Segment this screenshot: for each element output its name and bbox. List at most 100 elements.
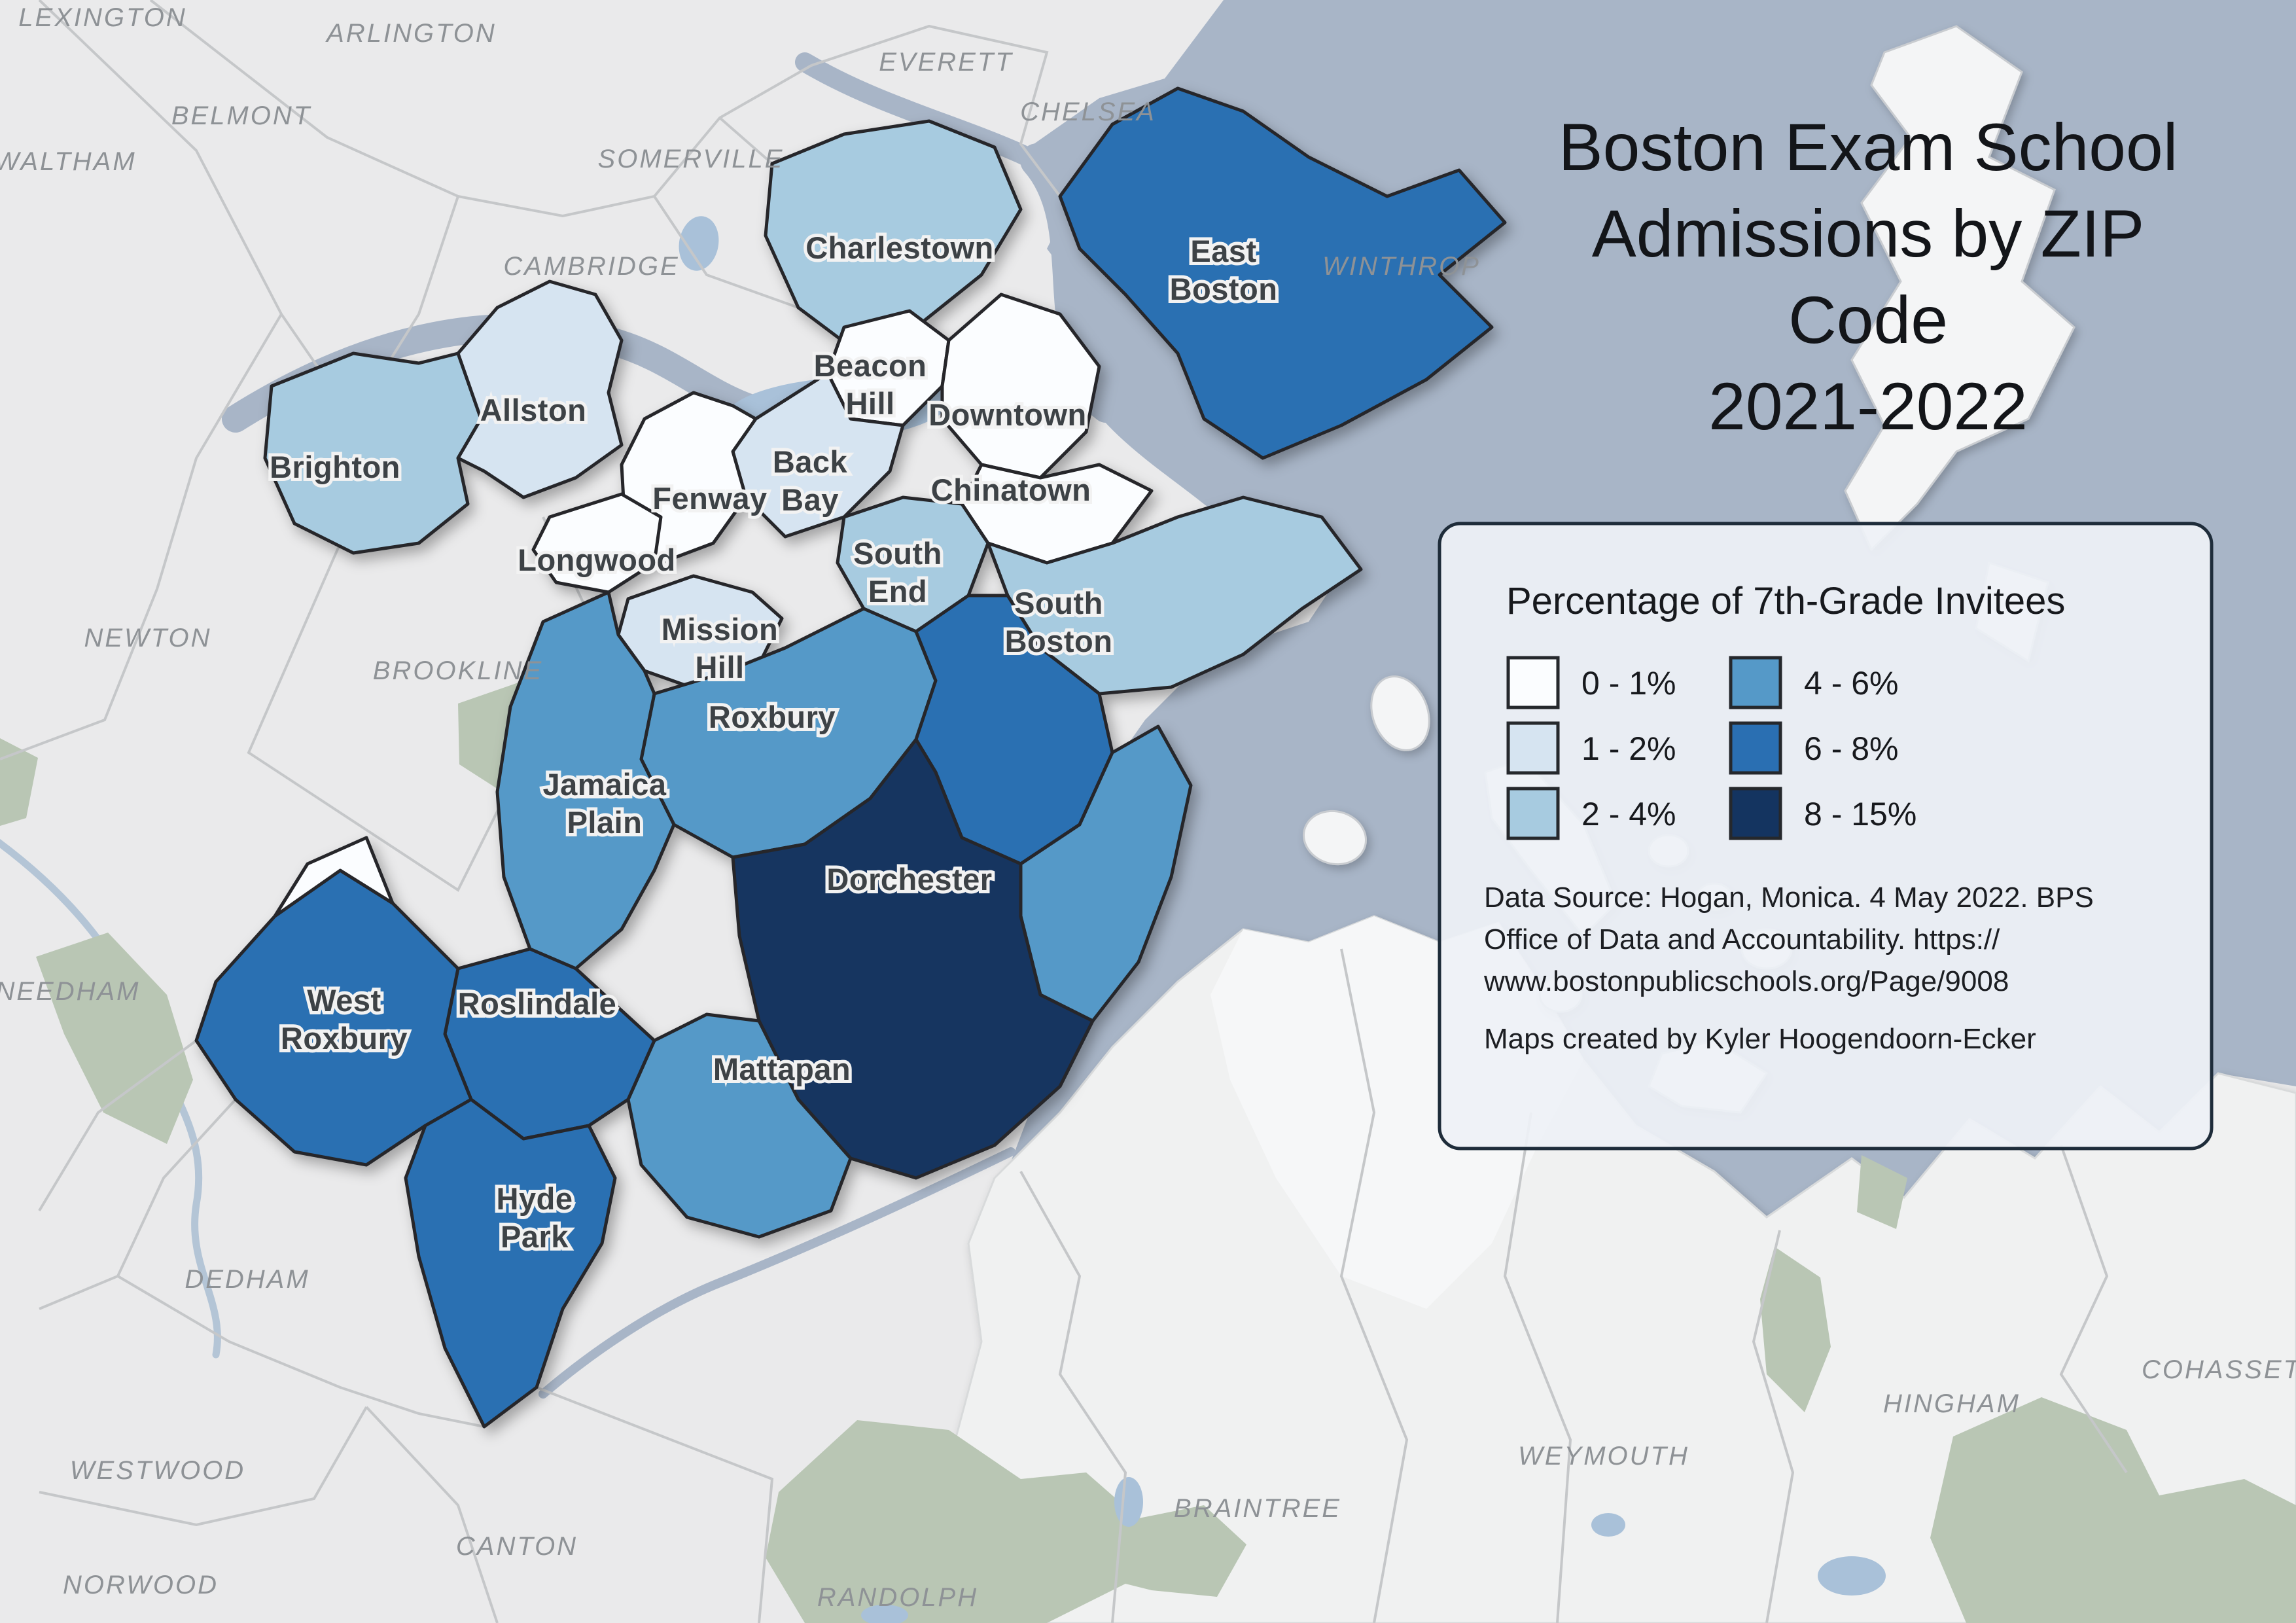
label-south-end: South End: [853, 536, 942, 609]
legend-header: Percentage of 7th-Grade Invitees: [1506, 580, 2065, 622]
label-dorchester-central: Dorchester: [826, 862, 992, 897]
town-labels: LEXINGTON ARLINGTON BELMONT WALTHAM SOMERVIL…: [0, 3, 2296, 1612]
townline: [1019, 1171, 1127, 1623]
townline: [653, 195, 799, 309]
town-label-brookline: BROOKLINE: [373, 656, 543, 685]
island-thompson: [1302, 810, 1368, 866]
legend-label-3: 4 - 6%: [1804, 665, 1899, 702]
townline: [39, 1098, 237, 1310]
title-line-3: Code: [1788, 283, 1948, 357]
townline: [38, 1039, 198, 1212]
townline: [1752, 1230, 1795, 1623]
town-label-arlington: ARLINGTON: [325, 19, 497, 48]
label-east-boston: East Boston: [1170, 234, 1278, 306]
townline: [536, 1386, 774, 1623]
region-east-boston: [1058, 86, 1507, 460]
credit-line: Maps created by Kyler Hoogendoorn-Ecker: [1484, 1023, 2036, 1055]
park-blue-hills: [766, 1420, 1246, 1623]
label-downtown: Downtown: [928, 397, 1087, 432]
town-label-weymouth: WEYMOUTH: [1518, 1442, 1689, 1471]
legend-swatch-2: [1506, 787, 1560, 840]
townline: [116, 1275, 485, 1428]
town-label-randolph: RANDOLPH: [817, 1583, 978, 1612]
town-label-chelsea: CHELSEA: [1020, 98, 1156, 126]
neponset-river: [539, 1147, 1016, 1399]
park-cutler: [36, 933, 193, 1144]
town-label-dedham: DEDHAM: [185, 1265, 309, 1294]
legend-swatch-1: [1506, 721, 1560, 775]
island-spectacle: [1370, 675, 1430, 751]
region-downtown: [940, 293, 1101, 480]
town-label-cambridge: CAMBRIDGE: [503, 252, 679, 281]
park-wompatuck: [1930, 1397, 2296, 1623]
town-boundaries: [0, 0, 2128, 1623]
region-allston: [456, 279, 624, 499]
town-label-needham: NEEDHAM: [0, 977, 141, 1006]
town-label-newton: NEWTON: [84, 624, 211, 652]
label-jamaica-plain: Jamaica Plain: [542, 767, 666, 840]
land-winthrop: [1844, 25, 2075, 552]
pond-weymouth: [1591, 1513, 1625, 1537]
town-label-canton: CANTON: [456, 1532, 578, 1561]
townline: [2059, 1145, 2128, 1474]
townline: [811, 24, 1061, 198]
source-line-2: Office of Data and Accountability. https…: [1484, 923, 2000, 955]
region-longwood: [531, 492, 663, 594]
label-back-bay: Back Bay: [773, 444, 848, 517]
label-west-roxbury: West Roxbury: [281, 983, 408, 1056]
region-charlestown: [764, 119, 1023, 349]
town-label-braintree: BRAINTREE: [1174, 1494, 1341, 1523]
label-charlestown: Charlestown: [805, 230, 994, 265]
town-label-somerville: SOMERVILLE: [598, 145, 785, 173]
label-roslindale: Roslindale: [458, 986, 617, 1021]
title-line-1: Boston Exam School: [1559, 110, 2178, 185]
townline: [1503, 1112, 1572, 1623]
town-label-lexington: LEXINGTON: [18, 3, 186, 32]
pond-arlington: [679, 216, 719, 271]
legend-items: 0 - 1% 1 - 2% 2 - 4% 4 - 6% 6 - 8% 8 - 15%: [1506, 656, 1916, 840]
label-mattapan: Mattapan: [713, 1052, 851, 1086]
label-hyde-park: Hyde Park: [497, 1181, 573, 1254]
neighborhood-regions: [194, 86, 1507, 1429]
label-roxbury: Roxbury: [709, 700, 836, 734]
label-mission-hill: Mission Hill: [662, 612, 778, 685]
park-left-edge: [0, 738, 38, 826]
town-label-waltham: WALTHAM: [0, 147, 137, 176]
town-label-everett: EVERETT: [879, 48, 1013, 77]
town-label-norwood: NORWOOD: [63, 1571, 219, 1599]
region-chestnut-hill: [273, 836, 395, 918]
town-label-belmont: BELMONT: [171, 101, 311, 130]
label-brighton: Brighton: [270, 450, 400, 484]
townline: [1339, 948, 1409, 1623]
region-jamaica-plain: [495, 590, 676, 971]
legend-source: Data Source: Hogan, Monica. 4 May 2022. …: [1483, 882, 2094, 1055]
label-chinatown: Chinatown: [931, 473, 1091, 507]
title-line-4: 2021-2022: [1708, 369, 2028, 444]
label-south-boston: South Boston: [1005, 586, 1113, 658]
town-label-hingham: HINGHAM: [1883, 1389, 2021, 1418]
town-label-winthrop: WINTHROP: [1322, 252, 1481, 281]
legend-swatch-3: [1729, 656, 1782, 709]
legend-label-2: 2 - 4%: [1581, 796, 1676, 832]
town-label-westwood: WESTWOOD: [70, 1456, 245, 1485]
legend: Percentage of 7th-Grade Invitees 0 - 1% 1…: [1438, 522, 2214, 1150]
park-back-river: [1760, 1247, 1831, 1412]
pond-cohasset: [1818, 1556, 1886, 1596]
legend-label-5: 8 - 15%: [1804, 796, 1916, 832]
neighborhood-labels: Charlestown East Boston Beacon Hill Downtown C…: [266, 227, 1280, 1257]
legend-label-1: 1 - 2%: [1581, 730, 1676, 767]
townline: [718, 116, 773, 165]
label-allston: Allston: [480, 393, 587, 427]
label-longwood: Longwood: [518, 543, 676, 577]
title-line-2: Admissions by ZIP: [1592, 196, 2145, 271]
town-label-cohasset: COHASSET: [2142, 1355, 2296, 1384]
legend-label-4: 6 - 8%: [1804, 730, 1899, 767]
legend-swatch-5: [1729, 787, 1782, 840]
label-beacon-hill: Beacon Hill: [814, 348, 927, 421]
legend-box: [1438, 522, 2214, 1150]
park-worlds-end: [1857, 1155, 1907, 1229]
legend-label-0: 0 - 1%: [1581, 665, 1676, 702]
source-line-3: www.bostonpublicschools.org/Page/9008: [1483, 965, 2009, 997]
pond-randolph: [861, 1605, 908, 1623]
